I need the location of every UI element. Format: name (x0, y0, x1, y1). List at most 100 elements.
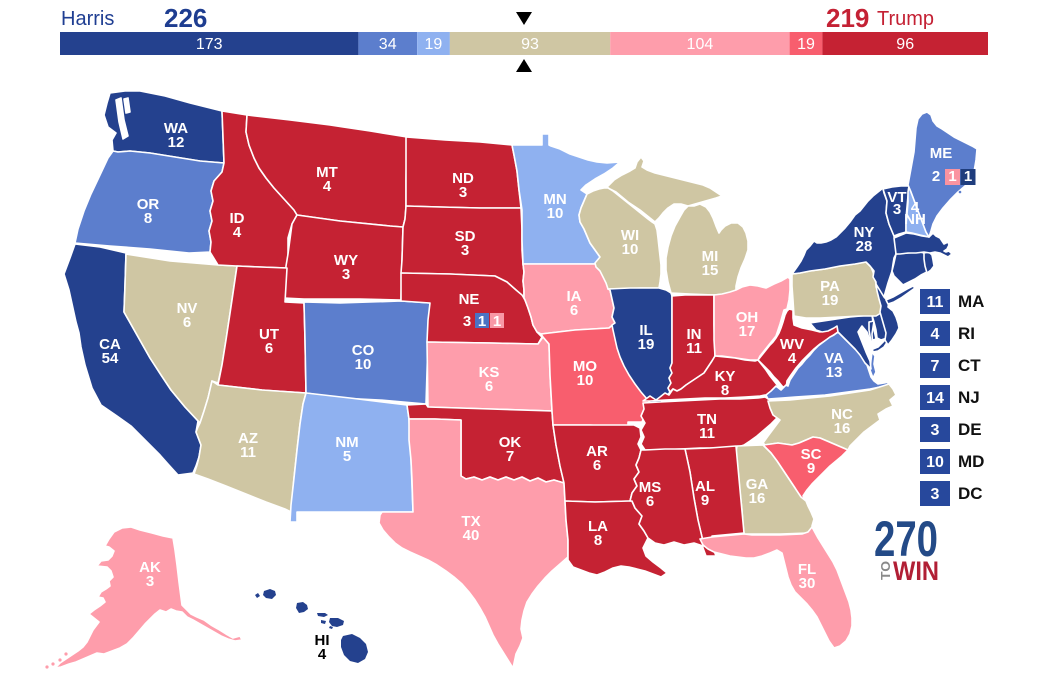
svg-text:CA: CA (99, 336, 121, 353)
svg-text:226: 226 (164, 3, 207, 33)
svg-text:MT: MT (316, 164, 338, 181)
svg-text:OH: OH (736, 309, 759, 326)
svg-text:WV: WV (780, 336, 804, 353)
svg-text:IL: IL (639, 322, 652, 339)
svg-text:11: 11 (927, 294, 944, 311)
svg-text:96: 96 (896, 36, 914, 53)
svg-text:10: 10 (547, 205, 564, 222)
svg-text:4: 4 (911, 199, 920, 216)
svg-text:NH: NH (904, 211, 926, 228)
svg-text:4: 4 (931, 326, 940, 343)
svg-text:DE: DE (958, 420, 982, 439)
svg-text:NJ: NJ (958, 388, 980, 407)
svg-text:3: 3 (893, 201, 901, 218)
svg-text:MI: MI (702, 248, 719, 265)
svg-text:19: 19 (638, 336, 655, 353)
svg-text:34: 34 (379, 36, 397, 53)
svg-text:270: 270 (874, 511, 938, 567)
svg-text:3: 3 (931, 486, 940, 503)
svg-text:19: 19 (822, 292, 839, 309)
svg-text:TO: TO (878, 561, 893, 580)
svg-text:TX: TX (461, 513, 480, 530)
svg-text:19: 19 (425, 36, 443, 53)
svg-text:WI: WI (621, 227, 639, 244)
svg-text:8: 8 (144, 210, 152, 227)
svg-text:54: 54 (102, 350, 119, 367)
svg-text:15: 15 (702, 262, 719, 279)
svg-text:MO: MO (573, 358, 597, 375)
svg-text:7: 7 (931, 358, 940, 375)
svg-text:Harris: Harris (61, 8, 114, 30)
svg-text:TN: TN (697, 411, 717, 428)
svg-text:VA: VA (824, 350, 844, 367)
svg-text:SD: SD (455, 228, 476, 245)
svg-text:UT: UT (259, 326, 279, 343)
svg-text:4: 4 (233, 224, 242, 241)
svg-text:11: 11 (686, 340, 702, 357)
svg-text:14: 14 (926, 390, 944, 407)
svg-text:IN: IN (687, 326, 702, 343)
svg-text:93: 93 (521, 36, 539, 53)
svg-text:ID: ID (230, 210, 245, 227)
svg-text:219: 219 (826, 3, 869, 33)
svg-text:1: 1 (964, 168, 972, 185)
svg-text:1: 1 (493, 313, 501, 330)
svg-text:3: 3 (931, 422, 940, 439)
svg-text:OK: OK (499, 434, 522, 451)
svg-text:11: 11 (699, 425, 715, 442)
svg-text:PA: PA (820, 278, 840, 295)
svg-text:9: 9 (701, 492, 709, 509)
svg-text:WIN: WIN (893, 556, 939, 586)
svg-text:1: 1 (478, 313, 486, 330)
svg-text:CO: CO (352, 342, 375, 359)
svg-text:8: 8 (594, 532, 602, 549)
svg-text:17: 17 (739, 323, 756, 340)
svg-text:173: 173 (196, 36, 223, 53)
svg-text:6: 6 (593, 457, 601, 474)
svg-text:6: 6 (646, 493, 654, 510)
svg-text:3: 3 (146, 573, 154, 590)
svg-text:MS: MS (639, 479, 662, 496)
svg-text:IA: IA (567, 288, 582, 305)
svg-text:FL: FL (798, 561, 816, 578)
svg-text:KS: KS (479, 364, 500, 381)
svg-text:3: 3 (461, 242, 469, 259)
svg-text:AK: AK (139, 559, 161, 576)
svg-text:16: 16 (749, 490, 766, 507)
svg-text:5: 5 (343, 448, 351, 465)
svg-text:11: 11 (240, 444, 256, 461)
svg-text:7: 7 (506, 448, 514, 465)
svg-text:RI: RI (958, 324, 975, 343)
svg-text:10: 10 (577, 372, 594, 389)
svg-text:3: 3 (459, 184, 467, 201)
svg-text:GA: GA (746, 476, 769, 493)
svg-text:40: 40 (463, 527, 480, 544)
svg-text:NV: NV (177, 300, 198, 317)
svg-text:10: 10 (926, 454, 944, 471)
svg-text:16: 16 (834, 420, 851, 437)
svg-text:WA: WA (164, 120, 188, 137)
svg-text:NC: NC (831, 406, 853, 423)
svg-text:3: 3 (342, 266, 350, 283)
svg-text:OR: OR (137, 196, 160, 213)
svg-text:30: 30 (799, 575, 816, 592)
svg-text:10: 10 (622, 241, 639, 258)
svg-text:CT: CT (958, 356, 981, 375)
svg-text:4: 4 (323, 178, 332, 195)
svg-text:WY: WY (334, 252, 358, 269)
svg-text:ND: ND (452, 170, 474, 187)
svg-text:1: 1 (948, 168, 956, 185)
svg-text:6: 6 (265, 340, 273, 357)
svg-text:4: 4 (318, 646, 327, 663)
svg-text:6: 6 (570, 302, 578, 319)
svg-text:KY: KY (715, 368, 736, 385)
svg-text:AL: AL (695, 478, 715, 495)
svg-text:NE: NE (459, 291, 480, 308)
svg-text:LA: LA (588, 518, 608, 535)
svg-text:NY: NY (854, 224, 875, 241)
svg-text:4: 4 (788, 350, 797, 367)
svg-text:HI: HI (315, 632, 330, 649)
svg-text:6: 6 (183, 314, 191, 331)
svg-text:AR: AR (586, 443, 608, 460)
svg-text:MD: MD (958, 452, 984, 471)
